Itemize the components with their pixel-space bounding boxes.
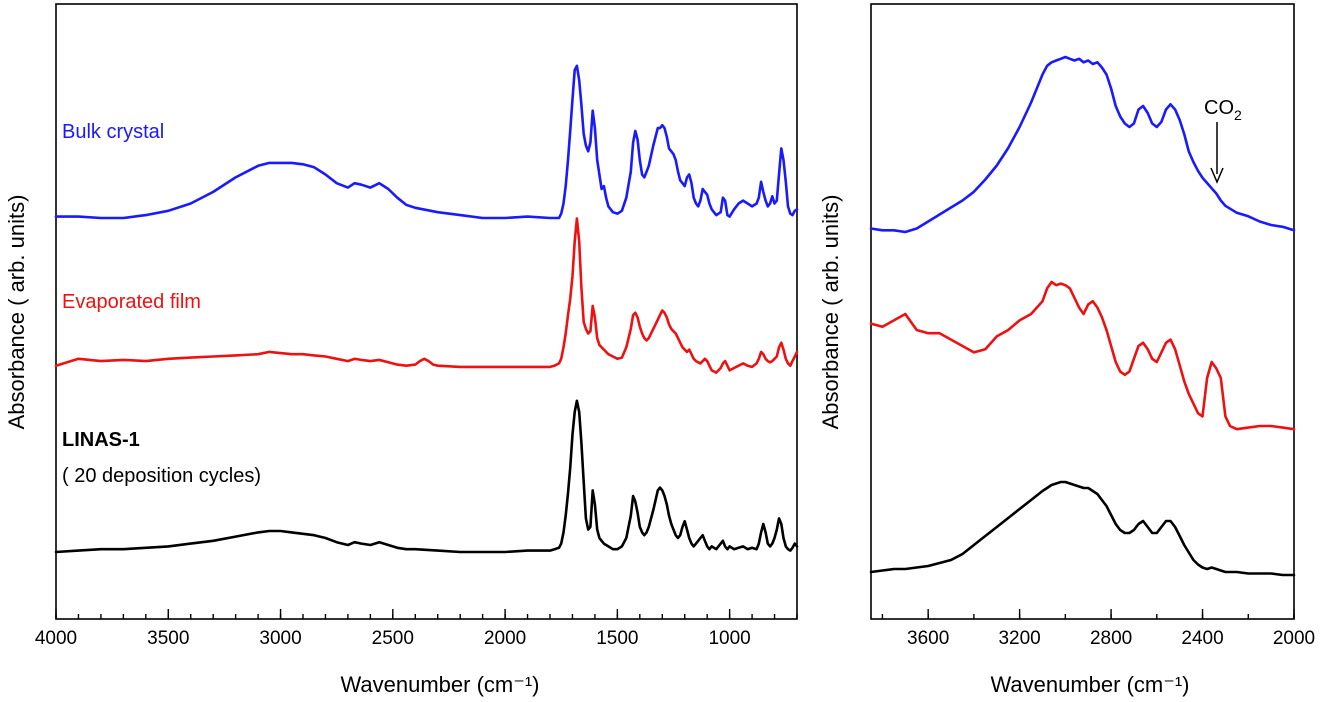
label-deposition-cycles: ( 20 deposition cycles) — [62, 465, 261, 487]
right-series-bulk-crystal — [869, 55, 1296, 234]
label-bulk-crystal: Bulk crystal — [62, 121, 164, 143]
left-tick-label: 1000 — [708, 628, 750, 649]
left-series-evaporated-film — [54, 217, 799, 374]
right-y-axis-label: Absorbance ( arb. units) — [818, 195, 843, 430]
right-panel: 3600 3200 2800 2400 2000 Wavenumber (cm⁻¹) A… — [818, 3, 1315, 697]
left-x-axis-label: Wavenumber (cm⁻¹) — [340, 672, 539, 697]
left-traces — [54, 64, 799, 554]
right-traces — [869, 55, 1296, 577]
left-y-axis-label: Absorbance ( arb. units) — [4, 195, 29, 430]
left-tick-label: 2500 — [372, 628, 414, 649]
right-tick-label: 3200 — [998, 628, 1040, 649]
right-tick-label: 2400 — [1181, 628, 1223, 649]
left-tick-label: 3000 — [259, 628, 301, 649]
left-tick-label: 1500 — [596, 628, 638, 649]
right-x-ticks: 3600 3200 2800 2400 2000 — [881, 609, 1315, 649]
co2-label: CO2 — [1204, 97, 1242, 123]
right-series-evaporated-film — [869, 280, 1296, 431]
right-x-axis-label: Wavenumber (cm⁻¹) — [990, 672, 1189, 697]
right-plot-frame — [870, 3, 1295, 620]
left-tick-label: 2000 — [484, 628, 526, 649]
left-series-linas-1 — [54, 399, 799, 554]
left-x-ticks: 4000 3500 3000 2500 2000 1500 1000 — [35, 609, 798, 649]
left-tick-label: 4000 — [35, 628, 77, 649]
co2-arrow-head-icon — [1210, 167, 1224, 184]
left-series-bulk-crystal — [54, 64, 799, 220]
co2-annotation: CO2 — [1204, 97, 1242, 184]
right-tick-label: 2000 — [1273, 628, 1315, 649]
right-series-linas-1 — [869, 480, 1296, 577]
left-panel: 4000 3500 3000 2500 2000 1500 1000 Wavenumber … — [4, 3, 799, 697]
right-tick-label: 2800 — [1090, 628, 1132, 649]
right-tick-label: 3600 — [907, 628, 949, 649]
label-evaporated-film: Evaporated film — [62, 291, 201, 313]
left-plot-frame — [55, 3, 798, 620]
left-tick-label: 3500 — [147, 628, 189, 649]
label-linas-1: LINAS-1 — [62, 429, 140, 451]
